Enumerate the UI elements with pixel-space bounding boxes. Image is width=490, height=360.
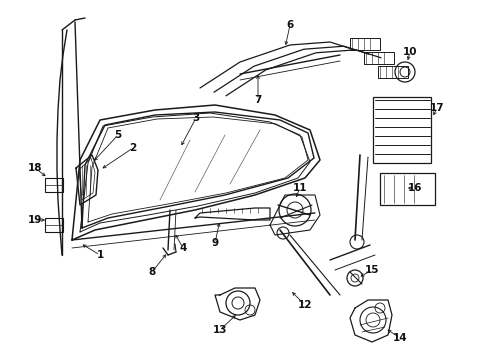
Text: 19: 19 <box>28 215 42 225</box>
Text: 6: 6 <box>286 20 294 30</box>
Text: 12: 12 <box>298 300 312 310</box>
Text: 2: 2 <box>129 143 137 153</box>
Text: 14: 14 <box>392 333 407 343</box>
Bar <box>45 178 63 192</box>
Text: 4: 4 <box>179 243 187 253</box>
Text: 8: 8 <box>148 267 156 277</box>
Bar <box>350 38 380 50</box>
Text: 7: 7 <box>254 95 262 105</box>
Text: 13: 13 <box>213 325 227 335</box>
Bar <box>373 97 431 163</box>
Text: 1: 1 <box>97 250 103 260</box>
Text: 3: 3 <box>193 113 199 123</box>
Bar <box>364 52 394 64</box>
Text: 5: 5 <box>114 130 122 140</box>
Text: 11: 11 <box>293 183 307 193</box>
Bar <box>45 218 63 232</box>
Text: 18: 18 <box>28 163 42 173</box>
Bar <box>378 66 408 78</box>
Text: 16: 16 <box>408 183 422 193</box>
Text: 15: 15 <box>365 265 379 275</box>
Text: 9: 9 <box>212 238 219 248</box>
Text: 17: 17 <box>430 103 444 113</box>
Bar <box>380 173 435 205</box>
Text: 10: 10 <box>403 47 417 57</box>
